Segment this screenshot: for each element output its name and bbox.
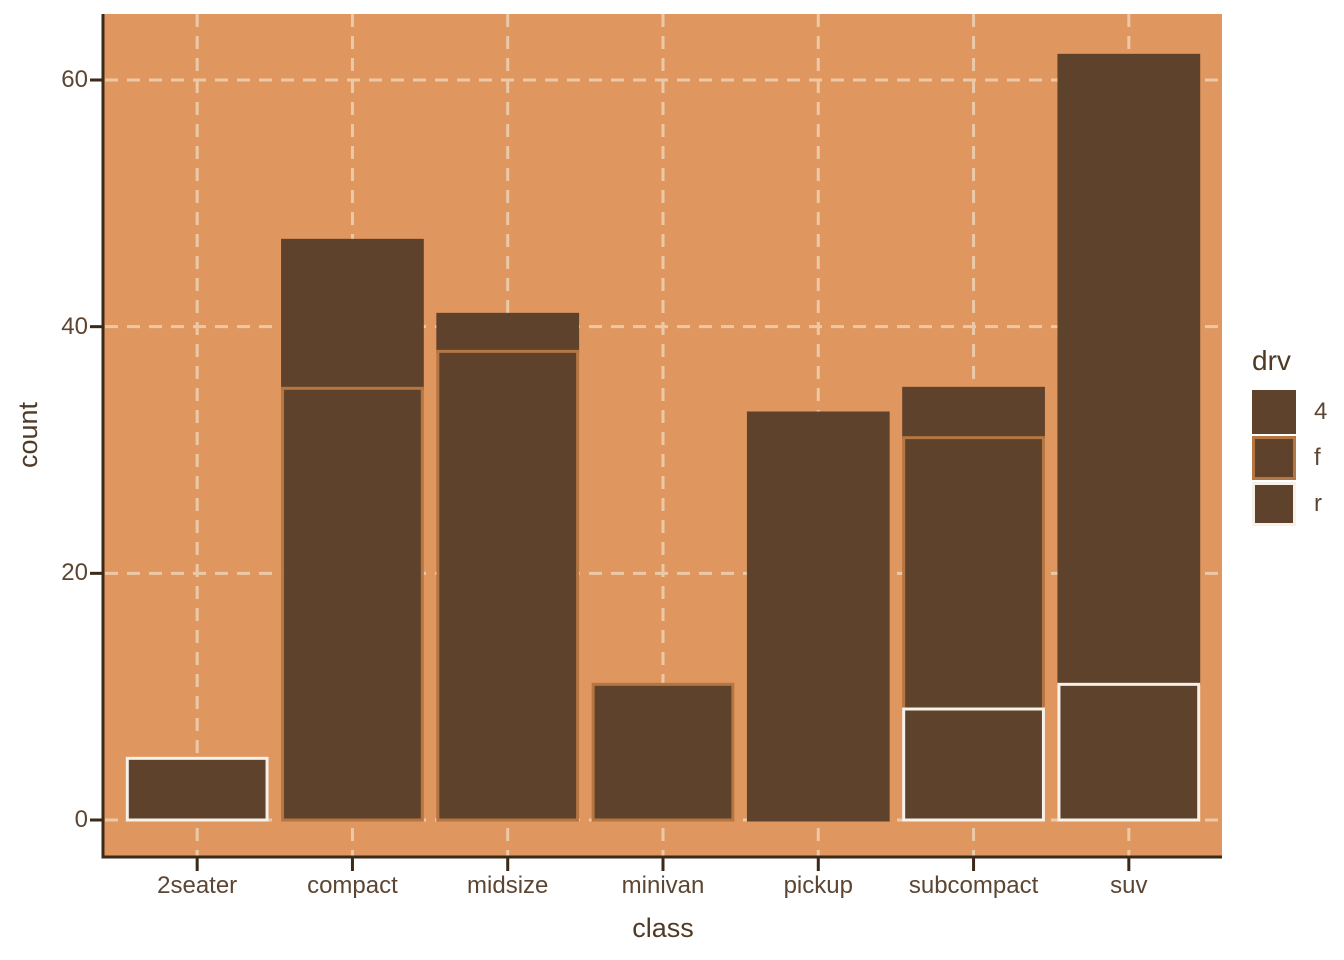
y-tick-label: 20 (61, 559, 88, 587)
x-tick-label: suv (1110, 872, 1148, 899)
x-tick-label: 2seater (157, 872, 238, 899)
bar-segment-midsize-4 (436, 312, 580, 353)
legend-entry-label: f (1314, 444, 1321, 471)
x-tick-label: compact (307, 872, 398, 899)
legend-entry-label: 4 (1314, 398, 1328, 425)
x-tick-label: minivan (621, 872, 705, 899)
bar-segment-2seater-r (125, 756, 269, 822)
bar-segment-suv-4 (1057, 53, 1201, 686)
bar-segment-midsize-f (436, 349, 580, 822)
legend-entry-label: r (1314, 490, 1322, 517)
bar-segment-subcompact-r (902, 707, 1045, 822)
bar-segment-subcompact-4 (902, 386, 1045, 440)
y-tick-label: 60 (61, 66, 88, 93)
legend-entry: r (1252, 482, 1327, 526)
bar-segment-pickup-4 (746, 411, 890, 822)
y-tick-label: 0 (74, 806, 88, 833)
bar-segment-minivan-f (591, 682, 735, 822)
legend-entry: f (1252, 436, 1327, 480)
legend-title: drv (1252, 345, 1291, 376)
y-axis-title: count (13, 401, 43, 469)
bar-segment-compact-f (281, 386, 424, 822)
x-tick-label: subcompact (908, 872, 1039, 899)
bar-segment-compact-4 (281, 238, 424, 390)
x-axis-title: class (632, 913, 694, 943)
legend-key-swatch (1252, 390, 1296, 434)
bar-segment-subcompact-f (902, 436, 1045, 711)
bar-segment-suv-r (1057, 682, 1201, 822)
x-tick-label: pickup (783, 872, 853, 899)
legend-entry: 4 (1252, 390, 1327, 434)
legend-key-swatch (1252, 436, 1296, 480)
y-tick-label: 40 (61, 312, 88, 340)
x-tick-label: midsize (467, 872, 549, 899)
legend-key-swatch (1252, 482, 1296, 526)
